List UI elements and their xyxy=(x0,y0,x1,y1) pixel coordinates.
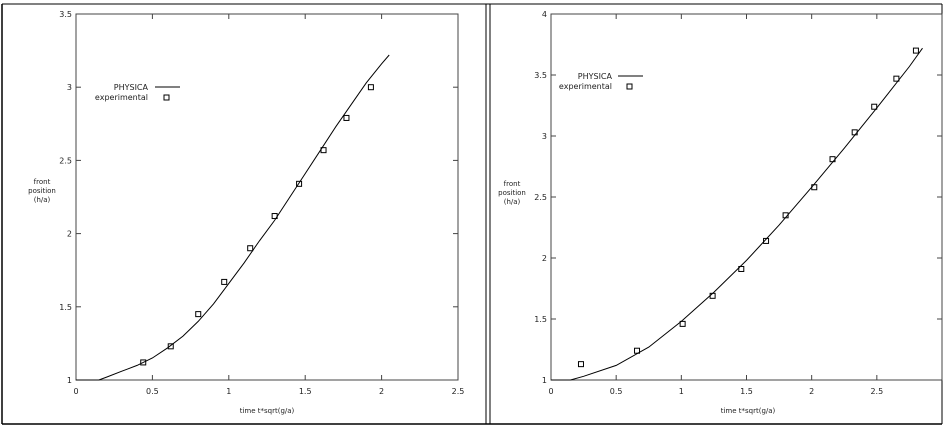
axis-ticks xyxy=(75,13,459,381)
axis-ticks xyxy=(550,13,942,381)
legend-square-swatch xyxy=(163,94,170,101)
data-point-experimental xyxy=(367,84,374,91)
data-point-experimental xyxy=(893,75,900,82)
x-tick-label: 2 xyxy=(379,387,384,396)
series-line-physica xyxy=(76,54,390,381)
data-point-experimental xyxy=(763,237,770,244)
data-point-experimental xyxy=(871,103,878,110)
x-tick-label: 0.5 xyxy=(610,387,623,396)
plot-marks xyxy=(76,54,390,381)
y-tick-label: 2.5 xyxy=(59,156,72,165)
svg-text:front: front xyxy=(34,178,51,186)
data-point-experimental xyxy=(195,311,202,318)
legend-label-experimental: experimental xyxy=(559,82,612,91)
y-axis-label: front position (h/a) xyxy=(28,178,56,204)
y-tick-label: 3 xyxy=(542,132,547,141)
svg-text:(h/a): (h/a) xyxy=(34,196,51,204)
legend: PHYSICA experimental xyxy=(559,72,643,91)
x-tick-label: 0 xyxy=(548,387,553,396)
legend-label-physica: PHYSICA xyxy=(114,83,149,92)
data-point-experimental xyxy=(709,292,716,299)
x-tick-label: 1.5 xyxy=(299,387,312,396)
y-tick-label: 2 xyxy=(67,230,72,239)
y-tick-labels: 1 1.5 2 2.5 3 3.5 4 xyxy=(534,10,547,385)
plot-area xyxy=(550,13,943,381)
svg-text:position: position xyxy=(28,187,56,195)
x-tick-label: 2 xyxy=(809,387,814,396)
y-tick-label: 1 xyxy=(67,376,72,385)
data-point-experimental xyxy=(221,278,228,285)
x-axis-label: time t*sqrt(g/a) xyxy=(240,407,295,415)
front-position-chart-left: 0 0.5 1 1.5 2 2.5 1 1.5 2 2.5 3 3.5 time t*sqrt(g/… xyxy=(28,10,464,415)
x-tick-label: 0.5 xyxy=(146,387,159,396)
data-point-experimental xyxy=(679,320,686,327)
data-point-experimental xyxy=(247,245,254,252)
table-border xyxy=(1,3,943,425)
data-point-experimental xyxy=(271,213,278,220)
y-tick-label: 3 xyxy=(67,83,72,92)
y-axis-label: front position (h/a) xyxy=(498,180,526,206)
svg-text:position: position xyxy=(498,189,526,197)
x-tick-label: 2.5 xyxy=(870,387,883,396)
x-tick-label: 1 xyxy=(226,387,231,396)
x-axis-label: time t*sqrt(g/a) xyxy=(721,407,776,415)
y-tick-label: 2 xyxy=(542,254,547,263)
y-tick-label: 3.5 xyxy=(59,10,72,19)
svg-text:(h/a): (h/a) xyxy=(504,198,521,206)
data-point-experimental xyxy=(782,212,789,219)
legend-label-experimental: experimental xyxy=(95,93,148,102)
x-tick-label: 2.5 xyxy=(452,387,465,396)
data-point-experimental xyxy=(296,180,303,187)
data-point-experimental xyxy=(811,184,818,191)
y-tick-label: 1.5 xyxy=(59,303,72,312)
x-tick-label: 0 xyxy=(73,387,78,396)
y-tick-label: 1 xyxy=(542,376,547,385)
legend: PHYSICA experimental xyxy=(95,83,180,102)
y-tick-label: 4 xyxy=(542,10,547,19)
data-point-experimental xyxy=(738,265,745,272)
x-tick-label: 1 xyxy=(679,387,684,396)
x-tick-label: 1.5 xyxy=(740,387,753,396)
data-point-experimental xyxy=(140,359,147,366)
y-tick-label: 3.5 xyxy=(534,71,547,80)
data-point-experimental xyxy=(577,361,584,368)
series-line-physica xyxy=(551,47,923,381)
data-point-experimental xyxy=(320,147,327,154)
data-point-experimental xyxy=(343,114,350,121)
y-tick-label: 1.5 xyxy=(534,315,547,324)
y-tick-labels: 1 1.5 2 2.5 3 3.5 xyxy=(59,10,72,385)
svg-text:front: front xyxy=(504,180,521,188)
y-tick-label: 2.5 xyxy=(534,193,547,202)
x-tick-labels: 0 0.5 1 1.5 2 2.5 xyxy=(548,387,883,396)
x-tick-labels: 0 0.5 1 1.5 2 2.5 xyxy=(73,387,464,396)
legend-square-swatch xyxy=(626,83,633,90)
plot-marks xyxy=(551,47,923,381)
front-position-chart-right: 0 0.5 1 1.5 2 2.5 1 1.5 2 2.5 3 3.5 4 time t*sqrt(g… xyxy=(498,10,943,415)
plot-area xyxy=(75,13,459,381)
data-point-experimental xyxy=(829,156,836,163)
data-point-experimental xyxy=(851,129,858,136)
data-point-experimental xyxy=(912,47,919,54)
data-point-experimental xyxy=(167,343,174,350)
data-point-experimental xyxy=(634,347,641,354)
legend-label-physica: PHYSICA xyxy=(578,72,613,81)
